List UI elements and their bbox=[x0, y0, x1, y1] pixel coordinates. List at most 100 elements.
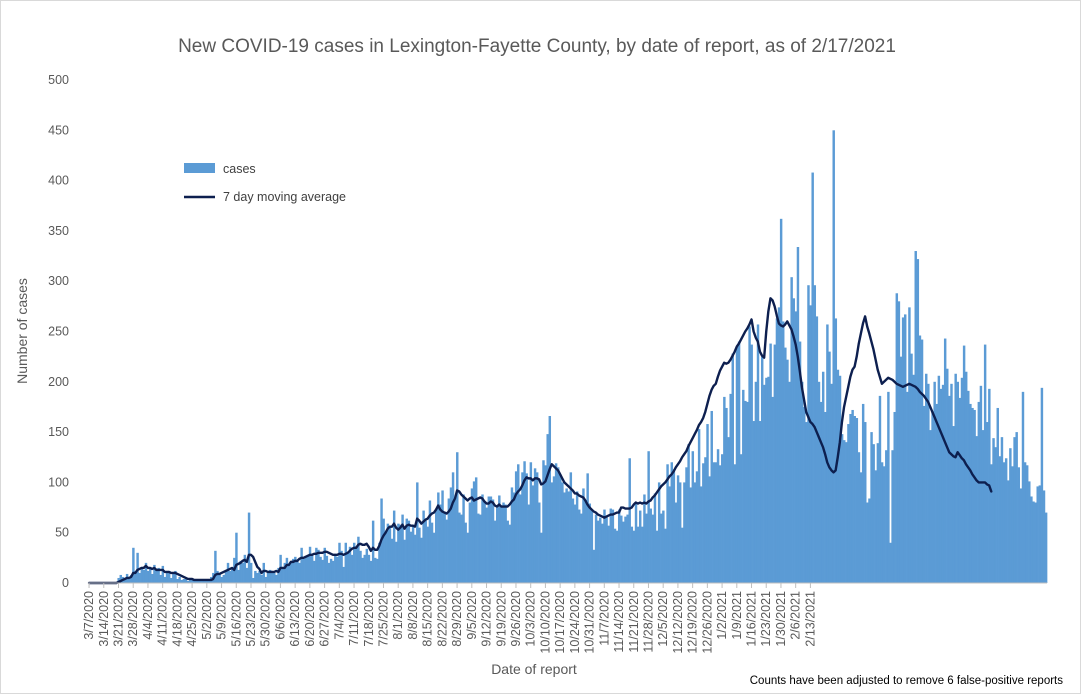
bar bbox=[352, 542, 356, 583]
y-tick-label: 200 bbox=[48, 375, 69, 389]
bar bbox=[811, 172, 814, 584]
bar bbox=[836, 369, 840, 583]
bar bbox=[544, 465, 547, 583]
bar bbox=[266, 572, 270, 583]
bar bbox=[990, 464, 993, 583]
bar bbox=[397, 523, 400, 583]
bar bbox=[760, 356, 764, 583]
bar bbox=[584, 500, 587, 583]
bar bbox=[617, 509, 621, 583]
bar bbox=[462, 494, 465, 583]
x-tick-label: 10/17/2020 bbox=[553, 591, 567, 654]
bar bbox=[292, 558, 295, 583]
x-tick-label: 11/7/2020 bbox=[597, 591, 611, 646]
bar bbox=[294, 556, 297, 583]
bar bbox=[500, 506, 503, 583]
bar bbox=[843, 440, 846, 583]
bar bbox=[718, 465, 722, 583]
bar bbox=[716, 449, 720, 583]
bar bbox=[184, 578, 188, 583]
bar bbox=[981, 430, 985, 583]
bar bbox=[325, 555, 329, 583]
bar bbox=[620, 515, 623, 583]
bar bbox=[784, 347, 787, 583]
bar bbox=[739, 454, 743, 583]
y-tick-label: 350 bbox=[48, 224, 69, 238]
x-tick-label: 1/16/2021 bbox=[745, 591, 759, 647]
bar bbox=[155, 568, 158, 583]
x-tick-label: 12/26/2020 bbox=[700, 591, 714, 654]
bar bbox=[948, 395, 951, 583]
bar bbox=[275, 574, 278, 583]
bar bbox=[605, 516, 608, 583]
bar bbox=[1015, 432, 1018, 583]
x-tick-label: 9/12/2020 bbox=[480, 591, 494, 647]
bar bbox=[683, 482, 686, 583]
x-tick-label: 7/11/2020 bbox=[347, 591, 361, 646]
bar bbox=[582, 488, 585, 583]
bar bbox=[203, 579, 207, 583]
bar bbox=[365, 548, 369, 583]
bar bbox=[1019, 488, 1023, 583]
bar bbox=[712, 462, 716, 583]
bar bbox=[527, 504, 530, 583]
y-axis-title: Number of cases bbox=[14, 278, 30, 384]
bar bbox=[331, 560, 335, 583]
x-tick-label: 10/10/2020 bbox=[538, 591, 552, 654]
bar bbox=[977, 401, 981, 583]
bar bbox=[798, 341, 802, 583]
bar bbox=[313, 560, 316, 583]
bar bbox=[117, 577, 120, 583]
bar bbox=[908, 307, 911, 583]
bar bbox=[952, 426, 955, 583]
bar bbox=[813, 285, 817, 583]
bar bbox=[925, 373, 928, 583]
bar bbox=[546, 434, 549, 583]
bar bbox=[525, 473, 528, 583]
bar bbox=[441, 490, 444, 583]
bar bbox=[130, 574, 133, 583]
x-axis-ticks: 3/7/2020 3/14/2020 3/21/2020 3/28/2020 4/4/2… bbox=[82, 583, 817, 654]
x-tick-label: 9/26/2020 bbox=[509, 591, 523, 647]
bar bbox=[912, 374, 915, 583]
bar bbox=[639, 510, 642, 583]
bar bbox=[641, 526, 644, 583]
footnote: Counts have been adjusted to remove 6 fa… bbox=[750, 675, 1063, 687]
bar bbox=[733, 464, 737, 583]
bar bbox=[363, 554, 366, 583]
bar bbox=[603, 509, 606, 583]
bar bbox=[451, 472, 455, 583]
bar bbox=[786, 359, 789, 583]
bar bbox=[565, 488, 568, 583]
bar bbox=[809, 305, 812, 583]
bar bbox=[973, 409, 976, 583]
x-tick-label: 5/16/2020 bbox=[229, 591, 243, 647]
legend-line-label: 7 day moving average bbox=[223, 190, 346, 204]
bar bbox=[893, 411, 896, 583]
bar bbox=[407, 520, 411, 583]
bar bbox=[342, 566, 345, 583]
x-tick-label: 6/20/2020 bbox=[303, 591, 317, 647]
x-tick-label: 11/14/2020 bbox=[612, 591, 626, 653]
bar bbox=[685, 467, 688, 583]
bar bbox=[384, 531, 387, 583]
bar bbox=[979, 385, 983, 583]
bar bbox=[157, 567, 160, 583]
bar-series-cases bbox=[117, 130, 1048, 584]
bar bbox=[986, 422, 989, 583]
bar bbox=[348, 546, 352, 583]
bar bbox=[493, 520, 497, 583]
bar bbox=[744, 400, 747, 583]
bar bbox=[222, 574, 226, 583]
bar bbox=[851, 409, 854, 583]
bar bbox=[807, 285, 810, 583]
bar bbox=[241, 562, 244, 583]
bar bbox=[144, 562, 148, 583]
bar bbox=[933, 381, 936, 583]
bar bbox=[517, 464, 520, 583]
bar bbox=[697, 429, 701, 583]
bar bbox=[1017, 467, 1021, 583]
x-tick-label: 4/18/2020 bbox=[170, 591, 184, 647]
bar bbox=[367, 554, 371, 583]
